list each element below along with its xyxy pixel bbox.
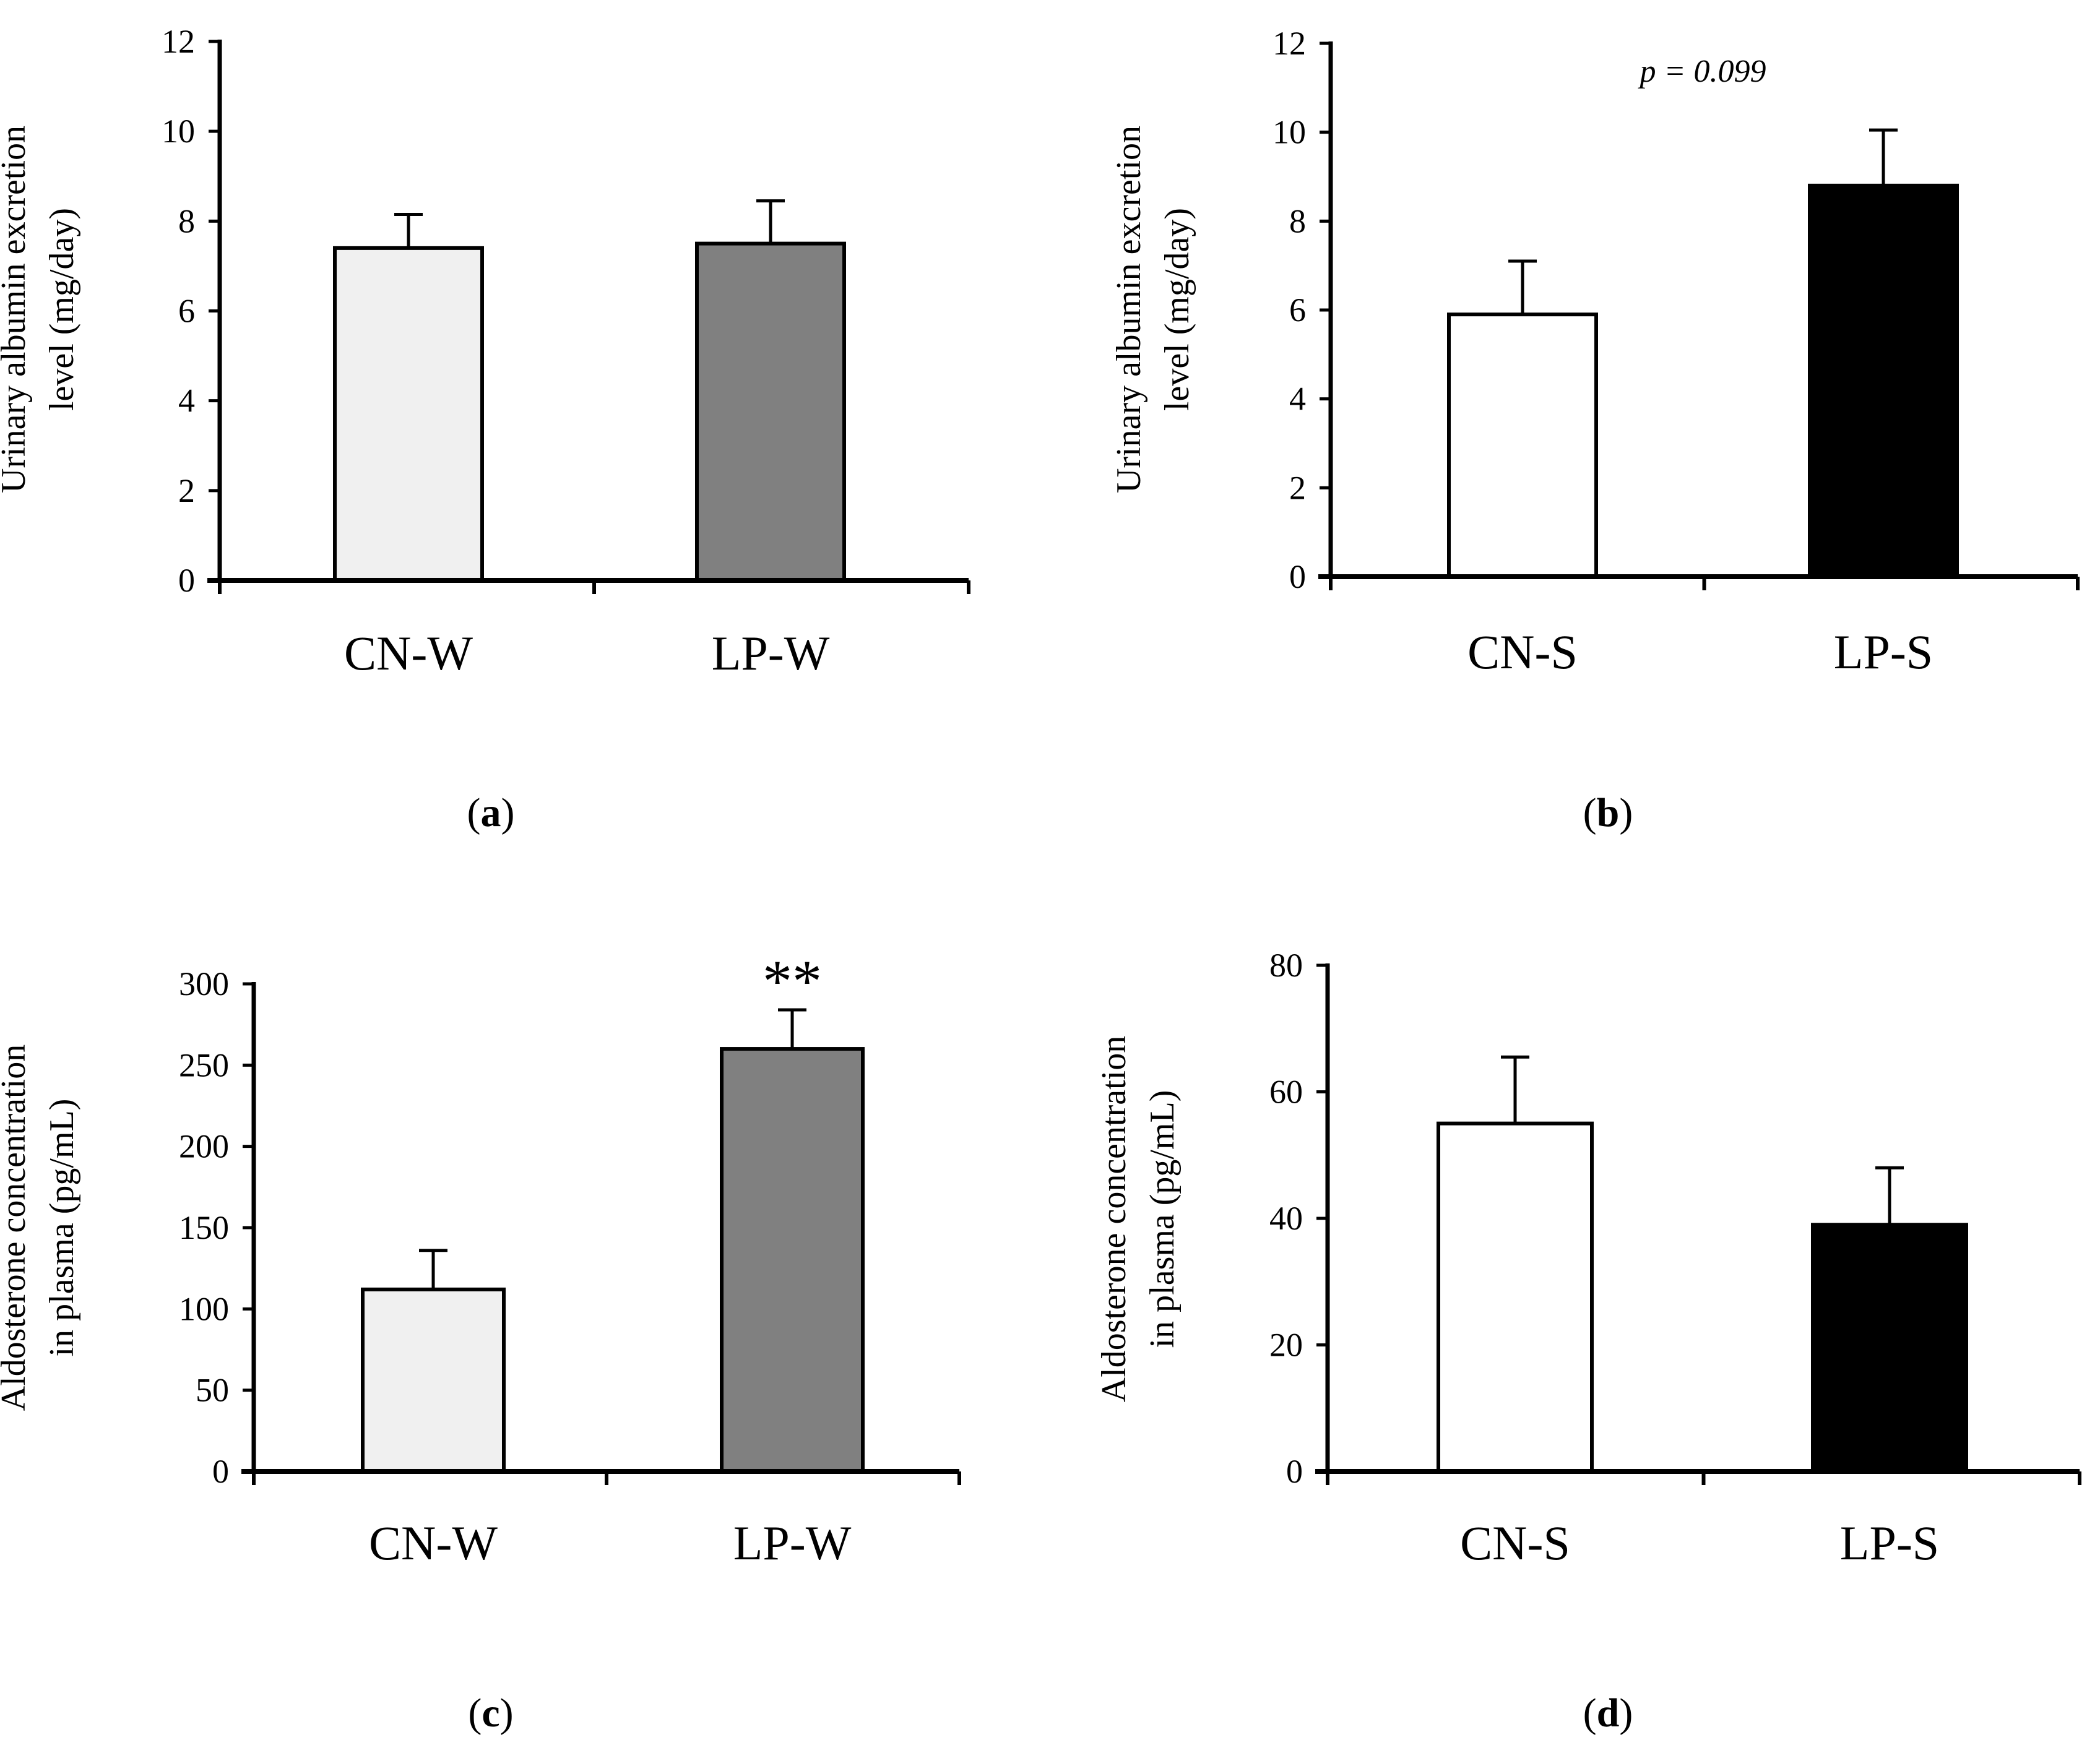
x-category-label: CN-S — [1460, 1516, 1570, 1570]
error-bar-cn-w — [394, 212, 423, 248]
y-tick-label: 2 — [1289, 469, 1306, 506]
y-tick-label: 100 — [179, 1290, 229, 1327]
x-category-label: LP-W — [733, 1516, 852, 1570]
y-axis-title: in plasma (pg/mL) — [1143, 1090, 1182, 1348]
error-bar-cn-w — [419, 1249, 447, 1290]
y-tick-label: 6 — [178, 293, 195, 330]
y-tick-label: 4 — [178, 382, 195, 420]
y-tick-label: 0 — [212, 1453, 229, 1490]
x-category-label: CN-W — [344, 626, 473, 680]
panel-label: (c) — [468, 1691, 513, 1736]
chart-panel-d: 0 20 40 60 80 CN-S LP-S Aldosterone concentrati… — [1095, 947, 2081, 1736]
panel-label: (d) — [1583, 1691, 1633, 1736]
y-tick-label: 50 — [196, 1372, 229, 1409]
y-tick-label: 300 — [179, 965, 229, 1002]
y-tick-label: 150 — [179, 1209, 229, 1246]
y-tick-label: 12 — [1273, 25, 1306, 62]
x-category-label: LP-S — [1834, 625, 1933, 679]
bar-lp-s — [1811, 1223, 1968, 1473]
bar-lp-s — [1808, 183, 1959, 579]
chart-panel-c: ** 0 50 100 150 200 250 300 CN-W LP-W Aldosterone … — [0, 948, 961, 1736]
y-tick-label: 0 — [1289, 558, 1306, 595]
y-tick-label: 40 — [1269, 1200, 1303, 1237]
y-tick-label: 4 — [1289, 381, 1306, 418]
y-axis-title: Urinary albumin excretion — [1110, 126, 1148, 493]
x-category-label: CN-S — [1467, 625, 1578, 679]
y-tick-label: 10 — [1273, 114, 1306, 151]
y-tick-label: 12 — [162, 23, 195, 60]
p-value-annotation: p = 0.099 — [1637, 54, 1766, 89]
y-tick-label: 8 — [1289, 202, 1306, 239]
bar-cn-s — [1437, 1121, 1594, 1473]
y-tick-label: 8 — [178, 202, 195, 239]
bar-lp-w — [720, 1047, 865, 1473]
y-tick-label: 200 — [179, 1128, 229, 1165]
y-tick-label: 2 — [178, 472, 195, 509]
error-bar-lp-s — [1875, 1166, 1904, 1225]
chart-panel-a: 0 2 4 6 8 10 12 CN-W LP-W Urinary albumin excreti… — [0, 23, 970, 835]
y-tick-label: 250 — [179, 1046, 229, 1083]
chart-panel-b: 0 2 4 6 8 10 12 CN-S LP-S Urinary albumin excreti… — [1110, 25, 2080, 835]
bar-cn-w — [333, 246, 484, 582]
y-tick-label: 80 — [1269, 947, 1303, 984]
bar-cn-s — [1447, 312, 1598, 579]
bar-cn-w — [361, 1287, 506, 1473]
panel-label: (b) — [1583, 790, 1633, 835]
y-axis-title: Urinary albumin excretion — [0, 126, 33, 493]
error-bar-cn-s — [1501, 1055, 1529, 1124]
y-tick-label: 0 — [178, 562, 195, 599]
error-bar-lp-w — [756, 199, 785, 244]
y-tick-label: 10 — [162, 113, 195, 150]
error-bar-cn-s — [1508, 259, 1537, 315]
y-tick-label: 0 — [1286, 1453, 1303, 1490]
bar-lp-w — [695, 241, 846, 582]
y-axis-title: Aldosterone concentration — [1095, 1036, 1133, 1402]
y-tick-label: 6 — [1289, 291, 1306, 329]
x-category-label: LP-S — [1840, 1516, 1939, 1570]
y-tick-label: 20 — [1269, 1327, 1303, 1364]
error-bar-lp-s — [1869, 128, 1898, 186]
y-axis-title: level (mg/day) — [43, 208, 81, 411]
significance-marker: ** — [763, 948, 822, 1014]
error-bar-lp-w — [778, 1008, 806, 1049]
y-axis-title: Aldosterone concentration — [0, 1044, 33, 1411]
y-axis-title: level (mg/day) — [1158, 208, 1196, 411]
panel-label: (a) — [467, 790, 515, 835]
x-category-label: CN-W — [369, 1516, 498, 1570]
y-axis-title: in plasma (pg/mL) — [43, 1099, 81, 1357]
x-category-label: LP-W — [712, 626, 830, 680]
y-tick-label: 60 — [1269, 1074, 1303, 1111]
